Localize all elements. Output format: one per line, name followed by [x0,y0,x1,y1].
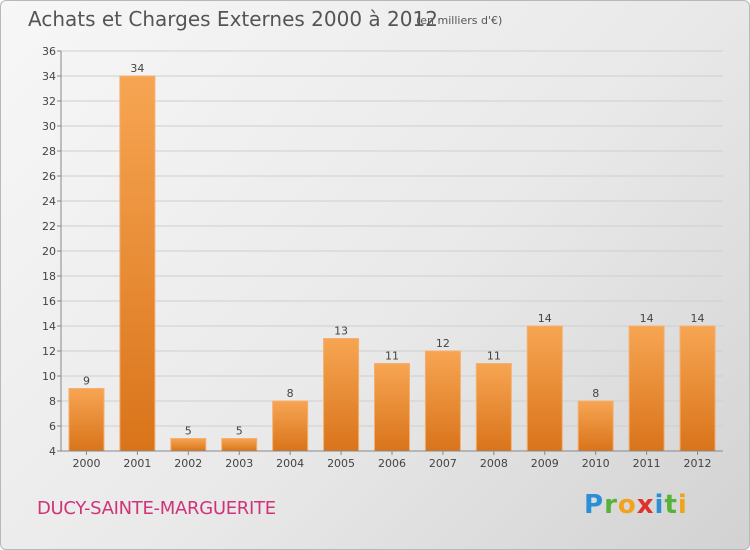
x-tick-label: 2011 [633,457,661,470]
logo-letter: r [604,490,618,520]
data-label: 11 [487,350,501,363]
data-label: 9 [83,375,90,388]
y-tick-label: 12 [42,345,56,358]
bar [628,325,665,452]
data-label: 5 [185,425,192,438]
x-tick-label: 2005 [327,457,355,470]
x-tick-label: 2010 [582,457,610,470]
x-tick-label: 2007 [429,457,457,470]
x-tick-label: 2006 [378,457,406,470]
x-tick-label: 2009 [531,457,559,470]
x-tick-label: 2002 [174,457,202,470]
bar [119,75,156,452]
y-tick-label: 24 [42,195,56,208]
logo-letter: i [654,490,665,520]
data-label: 14 [538,312,552,325]
y-tick-label: 26 [42,170,56,183]
data-label: 13 [334,325,348,338]
data-label: 8 [287,387,294,400]
data-label: 5 [236,425,243,438]
commune-name: DUCY-SAINTE-MARGUERITE [37,498,276,519]
data-label: 12 [436,337,450,350]
proxiti-logo[interactable]: Proxiti [584,490,688,520]
y-axis-ticks: 4 6 8 10 12 14 16 18 20 22 24 26 28 30 32 34 36 [42,45,61,458]
y-tick-label: 22 [42,220,56,233]
bar [68,388,105,452]
y-tick-label: 36 [42,45,56,58]
x-axis-ticks: 2000 2001 2002 2003 2004 2005 2006 2007 2008 2009… [72,451,712,470]
x-tick-label: 2003 [225,457,253,470]
data-label: 14 [691,312,705,325]
x-tick-label: 2004 [276,457,304,470]
bar [475,363,512,452]
y-tick-label: 34 [42,70,56,83]
data-label: 14 [640,312,654,325]
data-label: 8 [592,387,599,400]
logo-letter: t [664,490,678,520]
bar [221,438,258,452]
y-tick-label: 20 [42,245,56,258]
logo-letter: i [677,490,688,520]
y-tick-label: 14 [42,320,56,333]
y-tick-label: 30 [42,120,56,133]
x-tick-label: 2012 [684,457,712,470]
x-tick-label: 2008 [480,457,508,470]
chart-units: (en milliers d'€) [416,14,503,27]
chart-title: Achats et Charges Externes 2000 à 2012 [28,7,438,31]
x-tick-label: 2001 [123,457,151,470]
data-label: 34 [130,62,144,75]
bar [577,400,614,452]
bar [374,363,410,452]
bars: 9 34 5 5 8 13 11 12 11 14 8 14 14 [68,62,716,452]
y-tick-label: 18 [42,270,56,283]
y-tick-label: 8 [49,395,56,408]
y-tick-label: 6 [49,420,56,433]
bar [424,350,461,452]
y-tick-label: 10 [42,370,56,383]
y-tick-label: 4 [49,445,56,458]
x-tick-label: 2000 [72,457,100,470]
logo-letter: o [617,490,637,520]
y-tick-label: 16 [42,295,56,308]
y-tick-label: 32 [42,95,56,108]
data-label: 11 [385,350,399,363]
bar [272,400,309,452]
bar [679,325,716,452]
bar [170,438,207,452]
y-tick-label: 28 [42,145,56,158]
logo-letter: x [636,490,655,520]
bar [526,325,563,452]
logo-letter: P [584,490,605,520]
bar [323,338,360,452]
